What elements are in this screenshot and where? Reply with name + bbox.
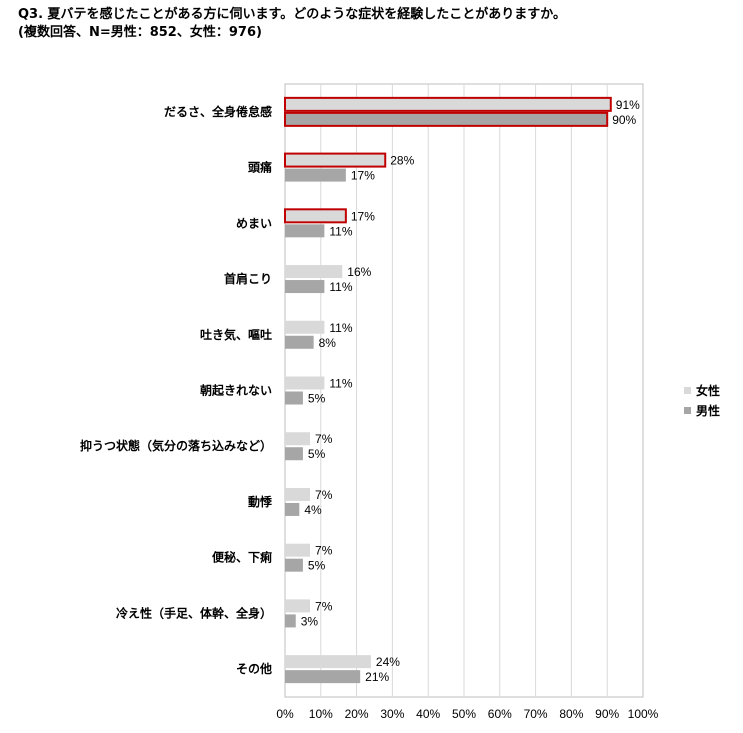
chart-title: Q3. 夏バテを感じたことがある方に伺います。どのような症状を経験したことがあり… xyxy=(18,6,733,42)
title-line-1: Q3. 夏バテを感じたことがある方に伺います。どのような症状を経験したことがあり… xyxy=(18,7,567,22)
x-tick-label: 40% xyxy=(416,707,440,721)
category-label: 首肩こり xyxy=(224,271,272,286)
x-tick-label: 0% xyxy=(276,707,294,721)
bar-female xyxy=(285,320,325,334)
category-label: 冷え性（手足、体幹、全身） xyxy=(116,605,272,620)
bar-female xyxy=(285,265,343,279)
x-tick-label: 10% xyxy=(309,707,333,721)
category-label: 朝起きれない xyxy=(200,383,272,398)
x-tick-label: 100% xyxy=(628,707,659,721)
x-tick-label: 70% xyxy=(524,707,548,721)
bar-female xyxy=(285,376,325,390)
data-label: 8% xyxy=(319,336,337,350)
data-label: 90% xyxy=(612,113,636,127)
category-label: 頭痛 xyxy=(248,160,272,175)
bar-female xyxy=(285,543,311,557)
category-label: 吐き気、嘔吐 xyxy=(200,327,272,342)
category-label: 抑うつ状態（気分の落ち込みなど） xyxy=(80,438,272,453)
data-label: 11% xyxy=(329,224,352,238)
bar-male xyxy=(284,111,609,127)
data-label: 17% xyxy=(351,209,375,223)
category-label: だるさ、全身倦怠感 xyxy=(164,104,272,119)
bar-male xyxy=(285,280,325,294)
x-tick-label: 20% xyxy=(345,707,369,721)
data-label: 91% xyxy=(616,98,640,112)
data-label: 11% xyxy=(329,280,352,294)
bar-female xyxy=(284,208,347,224)
data-label: 7% xyxy=(315,488,333,502)
data-label: 3% xyxy=(301,614,319,628)
legend-swatch-female xyxy=(684,386,691,394)
bar-male xyxy=(285,670,361,684)
data-label: 5% xyxy=(308,392,326,406)
data-label: 7% xyxy=(315,544,333,558)
category-label: 動悸 xyxy=(248,494,273,509)
legend-item-female: 女性 xyxy=(684,380,720,400)
category-label: めまい xyxy=(236,216,272,230)
legend-label-male: 男性 xyxy=(696,403,721,418)
data-label: 24% xyxy=(376,655,400,669)
data-label: 21% xyxy=(365,670,389,684)
bar-female xyxy=(285,655,371,669)
x-tick-label: 60% xyxy=(488,707,512,721)
bar-female xyxy=(284,152,387,168)
data-label: 5% xyxy=(308,447,326,461)
data-label: 11% xyxy=(329,377,352,391)
bar-male xyxy=(285,502,300,516)
data-label: 16% xyxy=(347,265,371,279)
data-label: 17% xyxy=(351,169,375,183)
data-label: 28% xyxy=(390,154,414,168)
bar-male xyxy=(285,558,303,572)
bar-male xyxy=(285,335,314,349)
legend-item-male: 男性 xyxy=(684,400,720,420)
data-label: 7% xyxy=(315,432,333,446)
category-label: その他 xyxy=(236,661,272,676)
bar-male xyxy=(285,391,303,405)
x-tick-label: 50% xyxy=(452,707,476,721)
x-tick-label: 30% xyxy=(380,707,404,721)
x-tick-label: 80% xyxy=(559,707,583,721)
bar-female xyxy=(285,599,311,613)
category-label: 便秘、下痢 xyxy=(212,550,272,565)
bar-female xyxy=(285,432,311,446)
bar-male xyxy=(285,447,303,461)
legend: 女性 男性 xyxy=(684,380,720,420)
bar-male xyxy=(285,224,325,238)
data-label: 4% xyxy=(304,503,322,517)
bar-male xyxy=(285,168,346,182)
bar-female xyxy=(284,96,612,112)
data-label: 7% xyxy=(315,599,333,613)
data-label: 5% xyxy=(308,559,326,573)
bar-female xyxy=(285,487,311,501)
legend-swatch-male xyxy=(684,406,691,414)
data-label: 11% xyxy=(329,321,352,335)
title-line-2: (複数回答、N=男性：852、女性：976) xyxy=(18,25,262,40)
bar-male xyxy=(285,614,296,628)
legend-label-female: 女性 xyxy=(696,383,721,398)
x-tick-label: 90% xyxy=(595,707,619,721)
